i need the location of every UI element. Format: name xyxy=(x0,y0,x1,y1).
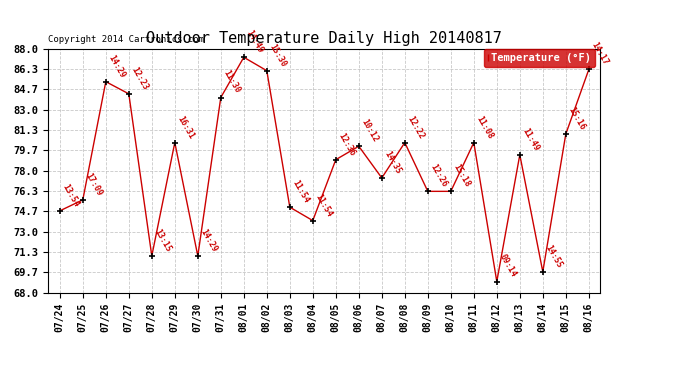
Text: 14:49: 14:49 xyxy=(245,29,265,55)
Text: 14:29: 14:29 xyxy=(107,53,127,79)
Text: 11:54: 11:54 xyxy=(314,192,334,218)
Text: 15:16: 15:16 xyxy=(567,105,587,132)
Text: 11:54: 11:54 xyxy=(291,178,311,205)
Text: 13:54: 13:54 xyxy=(61,182,81,209)
Legend: Temperature (°F): Temperature (°F) xyxy=(484,49,595,68)
Text: 17:09: 17:09 xyxy=(84,171,104,198)
Text: 12:22: 12:22 xyxy=(406,114,426,140)
Text: 10:12: 10:12 xyxy=(360,118,380,144)
Title: Outdoor Temperature Daily High 20140817: Outdoor Temperature Daily High 20140817 xyxy=(146,31,502,46)
Text: 13:15: 13:15 xyxy=(153,227,173,254)
Text: 11:30: 11:30 xyxy=(222,69,242,95)
Text: 15:18: 15:18 xyxy=(452,163,472,189)
Text: 14:29: 14:29 xyxy=(199,227,219,254)
Text: Copyright 2014 Cartronics.com: Copyright 2014 Cartronics.com xyxy=(48,35,204,44)
Text: 12:23: 12:23 xyxy=(130,65,150,92)
Text: 14:55: 14:55 xyxy=(544,243,564,269)
Text: 15:30: 15:30 xyxy=(268,42,288,68)
Text: 11:08: 11:08 xyxy=(475,114,495,140)
Text: 12:36: 12:36 xyxy=(337,131,357,157)
Text: 12:26: 12:26 xyxy=(429,163,449,189)
Text: 14:35: 14:35 xyxy=(383,149,403,176)
Text: 16:31: 16:31 xyxy=(176,114,196,140)
Text: 09:14: 09:14 xyxy=(498,253,518,279)
Text: 11:49: 11:49 xyxy=(521,126,541,152)
Text: 14:17: 14:17 xyxy=(590,41,610,67)
